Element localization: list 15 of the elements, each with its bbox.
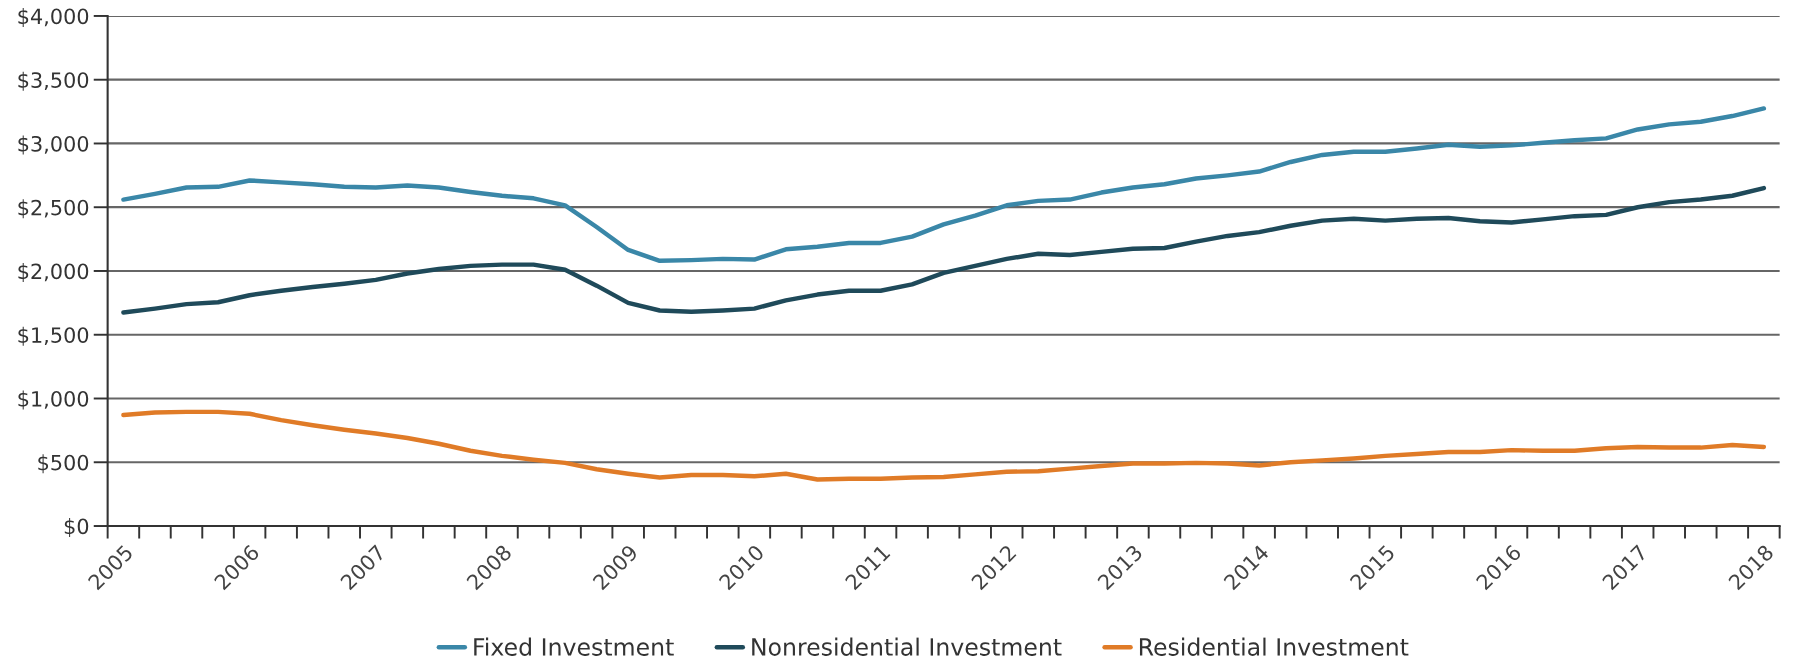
- y-tick-label: $3,500: [18, 71, 89, 91]
- y-tick-label: $2,500: [18, 199, 89, 219]
- legend-label: Fixed Investment: [474, 637, 674, 656]
- y-tick-label: $500: [38, 454, 89, 474]
- y-tick-label: $4,000: [18, 8, 89, 27]
- y-tick-label: $3,000: [18, 135, 89, 155]
- line-series: [121, 409, 1767, 482]
- legend-label: Residential Investment: [1139, 637, 1409, 656]
- line-series: [121, 185, 1767, 315]
- line-series: [121, 106, 1767, 264]
- y-tick-label: $0: [64, 518, 89, 537]
- y-tick-label: $1,500: [18, 326, 89, 346]
- legend-label: Nonresidential Investment: [752, 637, 1062, 656]
- y-tick-label: $2,000: [18, 263, 89, 282]
- y-tick-label: $1,000: [18, 390, 89, 410]
